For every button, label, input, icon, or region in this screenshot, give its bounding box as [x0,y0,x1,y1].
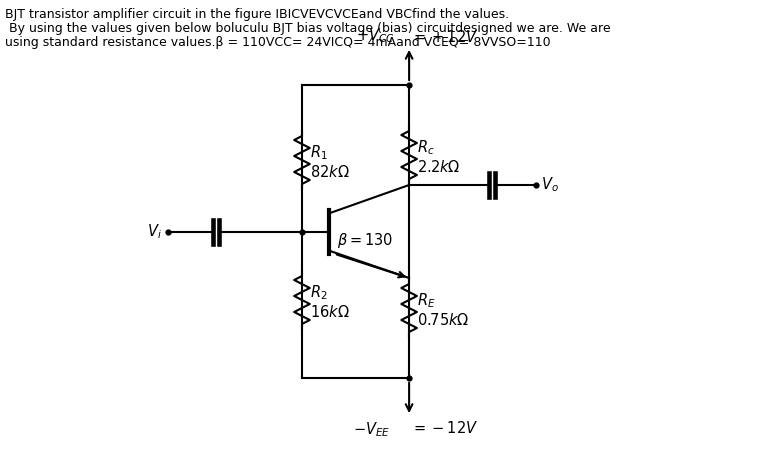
Text: By using the values given below boluculu BJT bias voltage (bias) circuitdesigned: By using the values given below boluculu… [5,22,610,35]
Text: $V_i$: $V_i$ [147,223,161,241]
Text: using standard resistance values.β = 110VCC= 24VICQ= 4mAand VCEQ= 8VVSO=110: using standard resistance values.β = 110… [5,36,550,49]
Text: $= -12V$: $= -12V$ [411,420,479,436]
Text: $2.2k\Omega$: $2.2k\Omega$ [417,159,460,175]
Text: $V_o$: $V_o$ [540,176,559,194]
Text: $82k\Omega$: $82k\Omega$ [310,164,349,180]
Text: $16k\Omega$: $16k\Omega$ [310,304,349,320]
Text: $R_2$: $R_2$ [310,284,327,302]
Text: $R_E$: $R_E$ [417,292,435,310]
Text: $-V_{EE}$: $-V_{EE}$ [352,420,390,439]
Text: $\beta = 130$: $\beta = 130$ [337,230,393,249]
Text: $= +12V$: $= +12V$ [411,29,479,45]
Text: BJT transistor amplifier circuit in the figure IBICVEVCVCEand VBCfind the values: BJT transistor amplifier circuit in the … [5,8,509,21]
Text: $R_1$: $R_1$ [310,144,327,162]
Text: $0.75k\Omega$: $0.75k\Omega$ [417,312,470,328]
Text: $+V_{CC}$: $+V_{CC}$ [355,26,394,45]
Text: $R_c$: $R_c$ [417,139,435,158]
